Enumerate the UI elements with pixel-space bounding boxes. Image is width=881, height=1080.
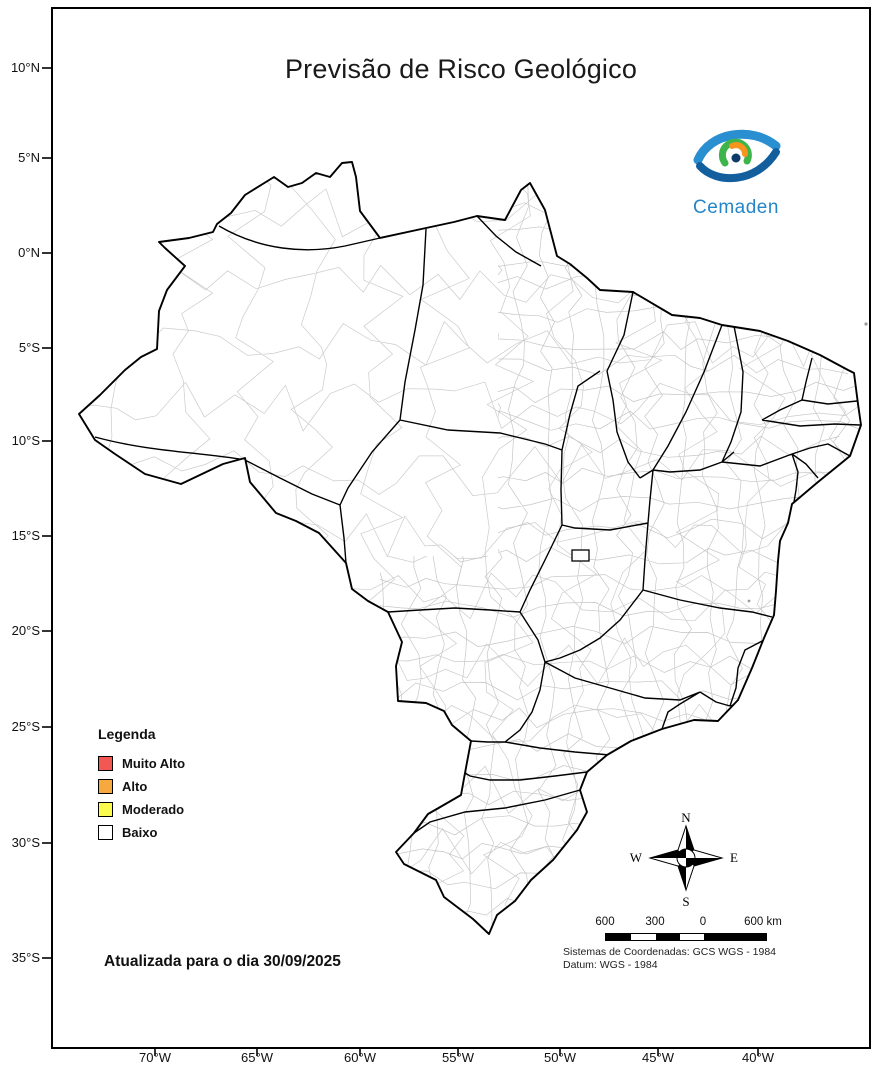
axis-ticks: [42, 67, 759, 1056]
compass-e-label: E: [730, 850, 738, 865]
legend-label-moderado: Moderado: [122, 802, 185, 817]
lat-label-15s: 15°S: [11, 528, 40, 543]
scale-label-0: 0: [699, 916, 707, 928]
lat-label-10n: 10°N: [10, 60, 40, 75]
lat-label-0n: 0°N: [18, 245, 40, 260]
lat-label-20s: 20°S: [11, 623, 40, 638]
crs-line1: Sistemas de Coordenadas: GCS WGS - 1984: [563, 946, 777, 958]
lat-label-25s: 25°S: [11, 719, 40, 734]
crs-line2: Datum: WGS - 1984: [563, 958, 658, 971]
compass-s-label: S: [682, 894, 689, 909]
island-dots: [747, 322, 868, 603]
lon-label-45w: 45°W: [642, 1050, 674, 1065]
lat-label-5s: 5°S: [18, 340, 40, 355]
legend-swatch-muito-alto: [98, 756, 113, 771]
lat-label-5n: 5°N: [18, 150, 40, 165]
legend-title: Legenda: [98, 726, 156, 742]
lon-label-50w: 50°W: [544, 1050, 576, 1065]
lon-label-65w: 65°W: [241, 1050, 273, 1065]
legend-label-muito-alto: Muito Alto: [122, 756, 186, 771]
compass-n-label: N: [681, 810, 691, 825]
lon-label-60w: 60°W: [344, 1050, 376, 1065]
legend-item-muito-alto: Muito Alto: [98, 756, 185, 771]
legend-item-alto: Alto: [98, 779, 185, 794]
lat-label-30s: 30°S: [11, 835, 40, 850]
lon-label-70w: 70°W: [139, 1050, 171, 1065]
legend: Legenda Muito Alto Alto Moderado Baixo: [98, 726, 185, 848]
df-square: [571, 549, 590, 562]
lat-label-35s: 35°S: [11, 950, 40, 965]
scale-label-300: 300: [645, 916, 665, 928]
coordinate-system-note: Sistemas de Coordenadas: GCS WGS - 1984 …: [563, 946, 776, 971]
page-title: Previsão de Risco Geológico: [284, 54, 638, 84]
scale-label-600-km: 600 km: [744, 916, 782, 928]
legend-item-moderado: Moderado: [98, 802, 185, 817]
map-frame: [51, 7, 871, 1049]
lon-label-55w: 55°W: [442, 1050, 474, 1065]
compass-w-label: W: [630, 850, 643, 865]
scale-bar: 600 300 0 600 km: [595, 916, 785, 946]
updated-date-text: Atualizada para o dia 30/09/2025: [104, 953, 341, 970]
cemaden-logo: Cemaden: [684, 120, 788, 219]
lon-label-40w: 40°W: [742, 1050, 774, 1065]
legend-swatch-baixo: [98, 825, 113, 840]
cemaden-logo-icon: [693, 129, 781, 183]
state-borders: [94, 215, 861, 834]
cemaden-logo-text: Cemaden: [693, 197, 779, 218]
compass-rose-icon: N S W E: [630, 810, 738, 909]
lat-label-10s: 10°S: [11, 433, 40, 448]
legend-swatch-moderado: [98, 802, 113, 817]
brazil-outline: [78, 161, 862, 935]
legend-label-alto: Alto: [122, 779, 148, 794]
scale-bar-segments: [605, 933, 767, 941]
legend-label-baixo: Baixo: [122, 825, 158, 840]
legend-item-baixo: Baixo: [98, 825, 185, 840]
scale-label-600-left: 600: [595, 916, 615, 928]
legend-swatch-alto: [98, 779, 113, 794]
